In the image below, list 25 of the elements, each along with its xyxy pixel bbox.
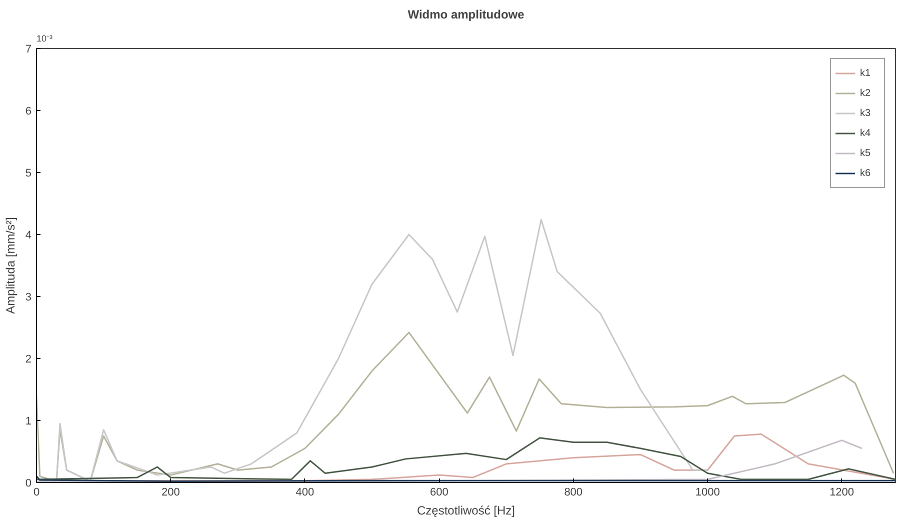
x-tick-label: 1000 — [695, 486, 720, 498]
y-tick-label: 5 — [25, 168, 32, 180]
legend-label: k3 — [860, 108, 872, 118]
x-axis-title: Częstotliwość [Hz] — [416, 504, 516, 518]
legend-label: k1 — [860, 68, 872, 78]
x-tick-label: 400 — [296, 486, 314, 498]
legend-label: k5 — [860, 148, 872, 158]
y-tick-label: 6 — [25, 106, 32, 118]
legend-label: k4 — [860, 128, 872, 138]
x-tick-label: 800 — [564, 486, 583, 498]
x-tick-label: 200 — [162, 486, 180, 498]
y-tick-label: 2 — [25, 354, 32, 366]
y-tick-label: 0 — [25, 478, 32, 490]
y-tick-label: 7 — [25, 44, 32, 56]
y-tick-label: 1 — [25, 416, 32, 428]
legend-label: k6 — [860, 168, 872, 178]
x-tick-label: 1200 — [830, 486, 854, 498]
x-tick-label: 0 — [33, 486, 40, 498]
y-axis-title: Amplituda [mm/s²] — [3, 217, 18, 314]
x-tick-label: 600 — [430, 486, 448, 498]
y-tick-label: 4 — [25, 230, 32, 242]
text: 10⁻³ — [36, 34, 53, 44]
legend-label: k2 — [860, 88, 872, 98]
y-tick-label: 3 — [25, 292, 32, 304]
chart-title: Widmo amplitudowe — [408, 8, 525, 22]
